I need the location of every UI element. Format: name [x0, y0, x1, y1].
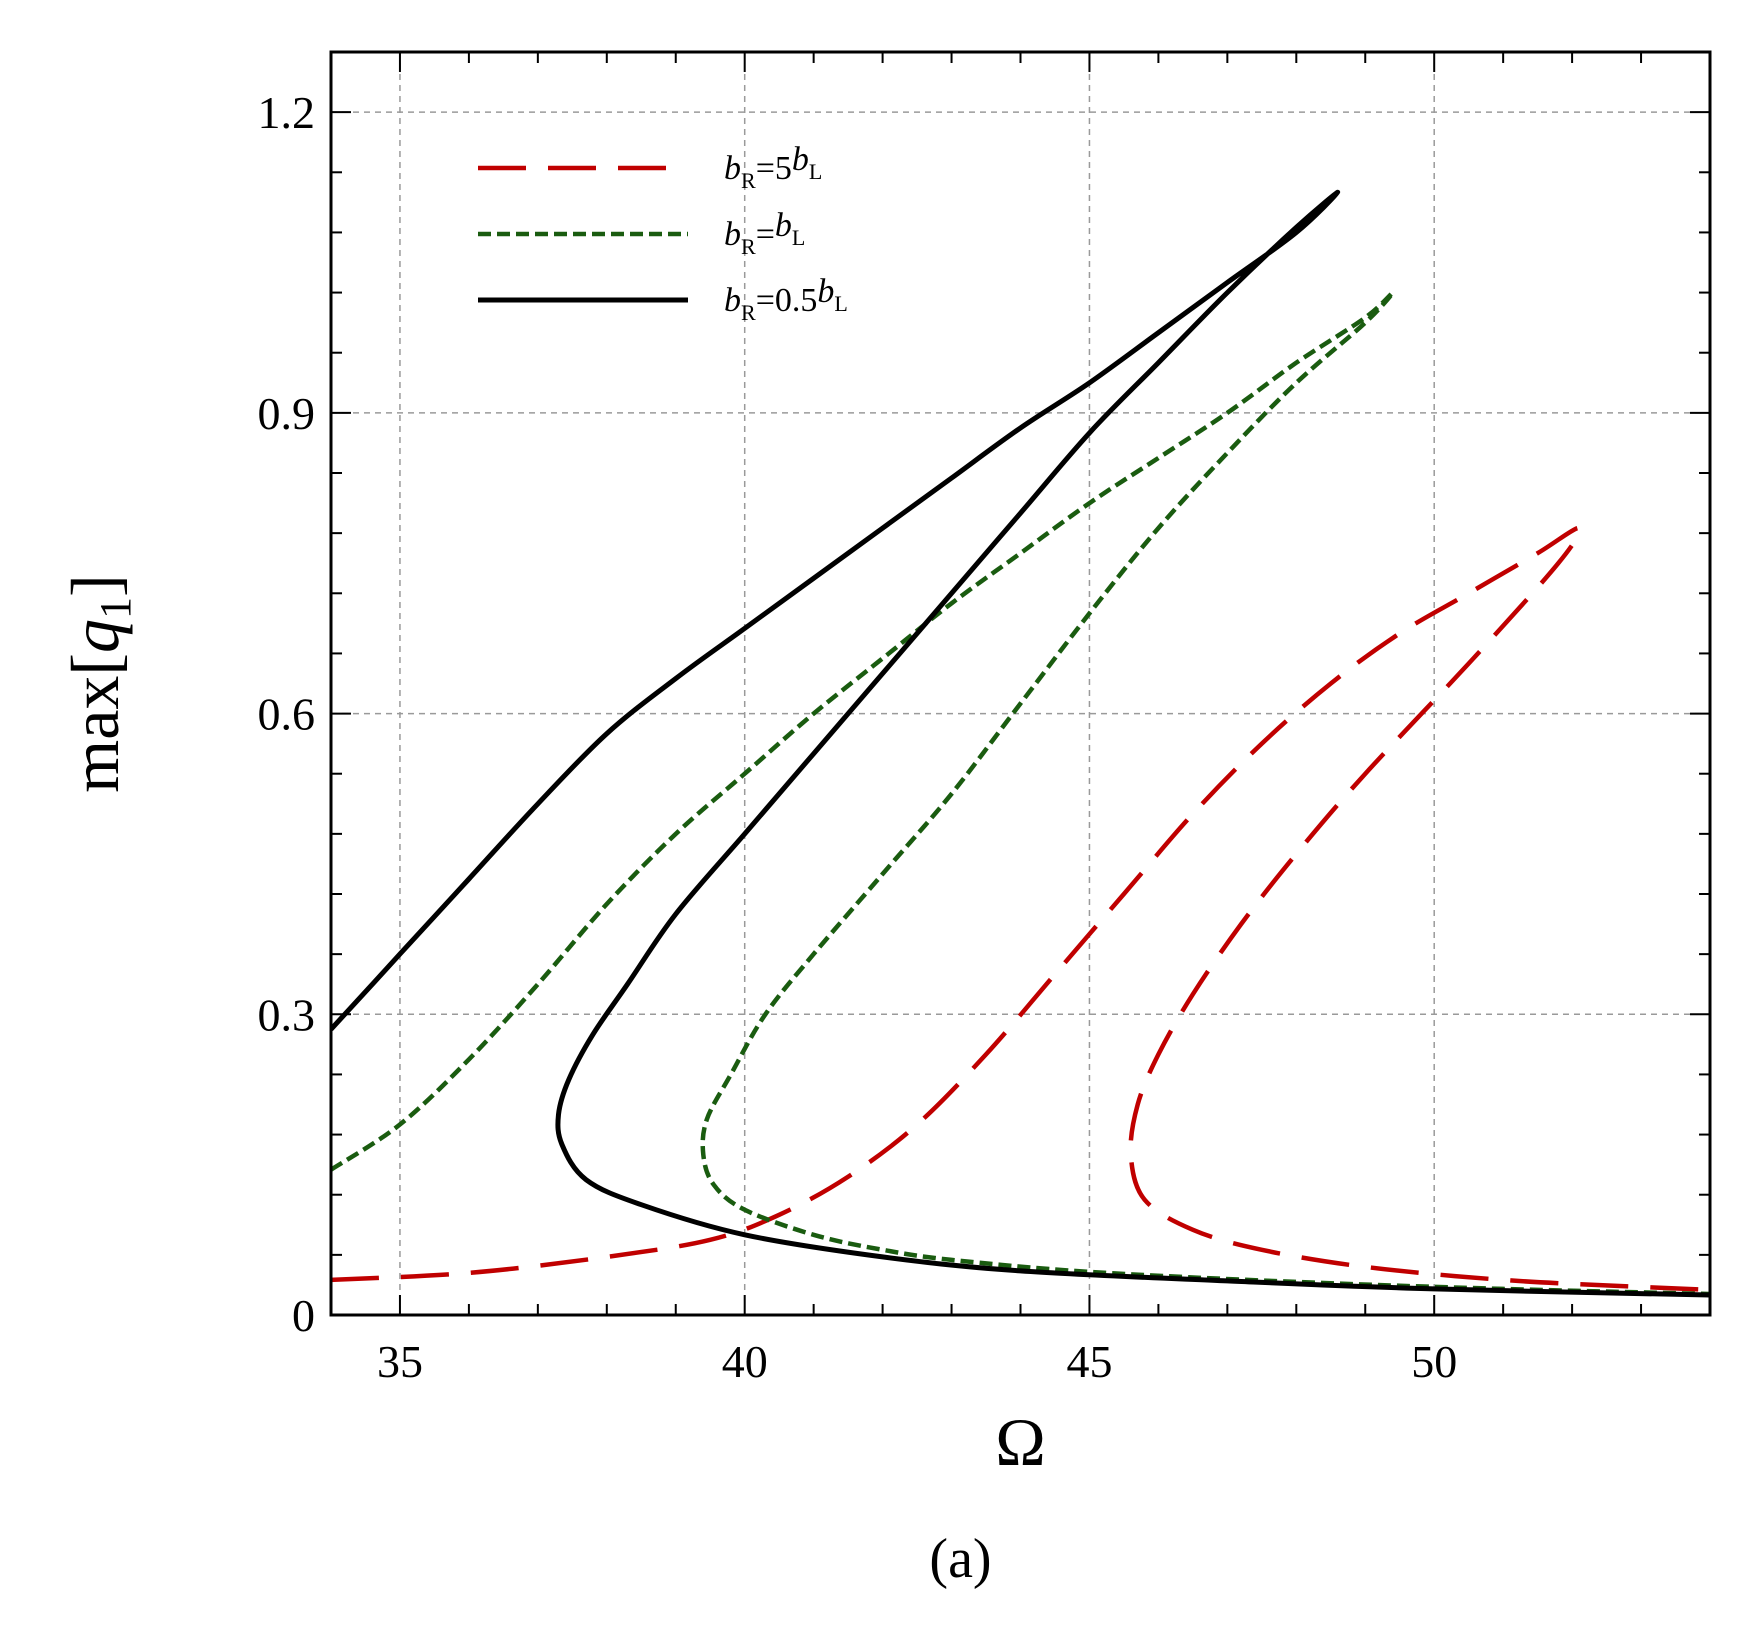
- y-axis-label-prefix: max[: [57, 653, 133, 793]
- series-line-2: [331, 290, 1710, 1297]
- y-tick-label: 1.2: [258, 87, 316, 138]
- figure-caption: (a): [929, 1528, 991, 1590]
- x-tick-labels: 35 40 45 50: [377, 1336, 1457, 1387]
- legend: bR=5bL bR=bL bR=0.5bL: [478, 141, 848, 325]
- y-tick-label: 0: [292, 1290, 315, 1341]
- series-line-3: [331, 189, 1710, 1298]
- legend-label-2: bR=bL: [724, 207, 805, 259]
- y-axis-label: max[q1]: [57, 574, 140, 792]
- x-tick-label: 35: [377, 1336, 423, 1387]
- y-tick-labels: 0 0.3 0.6 0.9 1.2: [258, 87, 316, 1341]
- y-axis-label-var: q: [57, 619, 133, 653]
- series-line-1: [331, 525, 1710, 1293]
- x-tick-label: 50: [1411, 1336, 1457, 1387]
- y-tick-label: 0.9: [258, 388, 316, 439]
- legend-label-1: bR=5bL: [724, 141, 822, 193]
- x-tick-label: 40: [722, 1336, 768, 1387]
- ticks: [330, 52, 1711, 1316]
- x-tick-label: 45: [1066, 1336, 1112, 1387]
- x-axis-label: Ω: [995, 1404, 1046, 1480]
- y-tick-label: 0.6: [258, 689, 316, 740]
- y-axis-label-sub: 1: [91, 597, 140, 619]
- legend-label-3: bR=0.5bL: [724, 273, 848, 325]
- y-axis-label-suffix: ]: [57, 574, 133, 597]
- y-tick-label: 0.3: [258, 989, 316, 1040]
- series-layer: [331, 189, 1710, 1298]
- grid: [331, 52, 1710, 1315]
